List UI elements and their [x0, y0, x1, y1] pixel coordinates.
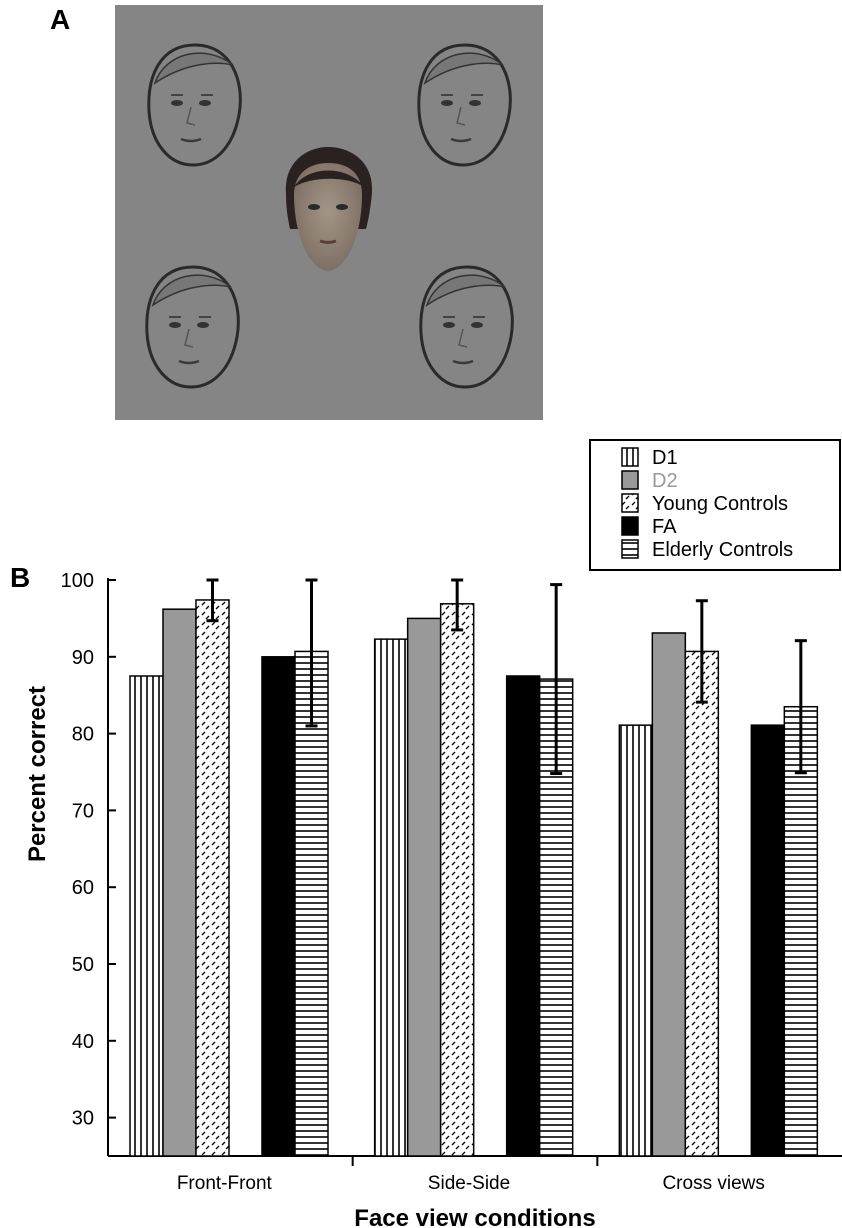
y-tick-label: 90 [72, 647, 94, 669]
y-axis-title: Percent correct [24, 686, 51, 862]
bar [684, 650, 720, 1157]
legend-swatch [621, 539, 639, 559]
y-tick-label: 80 [72, 724, 94, 746]
legend-swatch [621, 447, 639, 467]
face-stimulus-image [115, 5, 543, 420]
bar [439, 603, 475, 1157]
axes: 30 40 50 60 70 80 90 100 Front-Front Side-Side Cro… [61, 570, 842, 1194]
x-axis-title: Face view conditions [354, 1205, 595, 1228]
y-tick-label: 50 [72, 954, 94, 976]
y-tick-label: 40 [72, 1031, 94, 1053]
x-tick-label: Side-Side [428, 1173, 510, 1194]
y-tick-label: 60 [72, 877, 94, 899]
x-tick-label: Front-Front [177, 1173, 273, 1194]
legend-swatch [621, 470, 639, 490]
y-tick-label: 100 [61, 570, 94, 592]
bar [129, 675, 164, 1157]
legend-swatch [621, 516, 639, 536]
legend-label: D2 [652, 470, 678, 492]
bar [618, 724, 654, 1157]
bar [162, 608, 197, 1157]
bars [129, 599, 819, 1157]
bar [261, 656, 296, 1157]
y-tick-label: 30 [72, 1108, 94, 1130]
bar [651, 632, 687, 1157]
panel-a-label: A [50, 4, 71, 35]
bar [406, 617, 442, 1157]
legend-label: Elderly Controls [652, 539, 793, 561]
bar [505, 675, 541, 1157]
bar [373, 638, 409, 1157]
bar [783, 705, 819, 1157]
y-tick-label: 70 [72, 800, 94, 822]
bar [750, 724, 786, 1157]
bar [294, 650, 329, 1157]
legend-label: Young Controls [652, 493, 788, 515]
photo-face [285, 147, 373, 271]
legend-label: FA [652, 516, 677, 538]
x-tick-label: Cross views [662, 1173, 764, 1194]
bar-chart: 30 40 50 60 70 80 90 100 Front-Front Side-Side Cro… [24, 439, 842, 1228]
legend-label: D1 [652, 447, 678, 469]
error-bars [206, 578, 807, 776]
bar [195, 599, 230, 1157]
panel-b-label: B [10, 562, 31, 593]
legend-swatch [621, 493, 639, 513]
